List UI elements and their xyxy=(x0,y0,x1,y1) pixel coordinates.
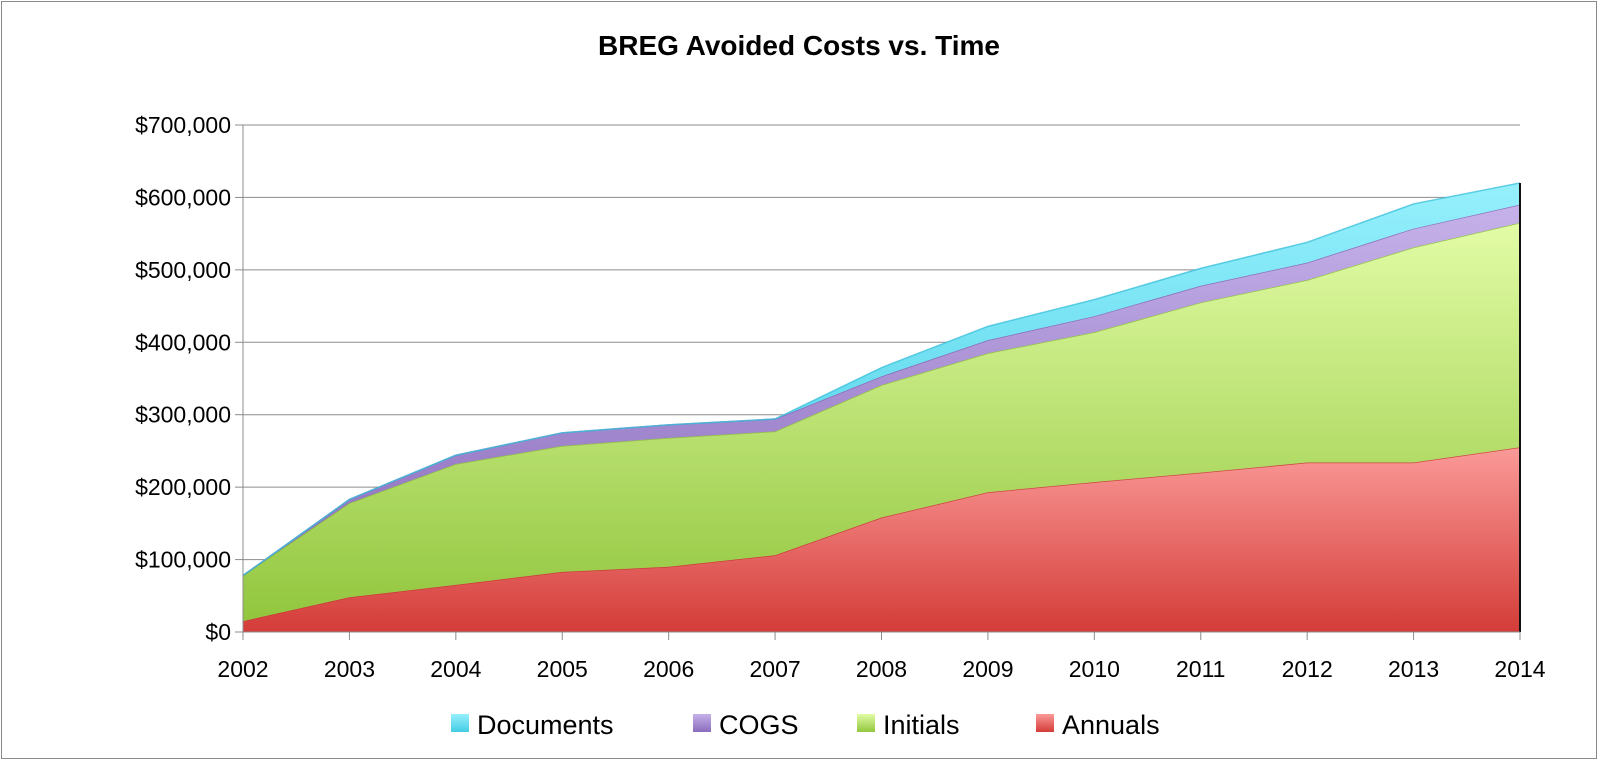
chart-title: BREG Avoided Costs vs. Time xyxy=(598,30,1000,61)
x-tick-label: 2014 xyxy=(1494,656,1545,682)
area-documents xyxy=(243,182,1520,576)
legend-label-initials: Initials xyxy=(883,710,960,740)
legend-label-annuals: Annuals xyxy=(1062,710,1160,740)
x-tick-label: 2005 xyxy=(537,656,588,682)
x-tick-label: 2004 xyxy=(430,656,481,682)
legend-label-cogs: COGS xyxy=(719,710,799,740)
y-tick-label: $700,000 xyxy=(135,112,231,138)
x-tick-label: 2011 xyxy=(1176,656,1225,682)
area-annuals xyxy=(243,447,1520,632)
area-series xyxy=(242,182,1521,632)
legend-swatch-cogs xyxy=(693,714,711,732)
x-tick-label: 2007 xyxy=(749,656,800,682)
y-tick-label: $200,000 xyxy=(135,474,231,500)
y-tick-label: $500,000 xyxy=(135,257,231,283)
legend-swatch-annuals xyxy=(1036,714,1054,732)
x-tick-label: 2006 xyxy=(643,656,694,682)
x-tick-label: 2013 xyxy=(1388,656,1439,682)
x-tick-label: 2002 xyxy=(217,656,268,682)
legend-item-documents: Documents xyxy=(451,710,614,740)
y-tick-label: $300,000 xyxy=(135,402,231,428)
legend-swatch-initials xyxy=(857,714,875,732)
x-tick-label: 2012 xyxy=(1282,656,1333,682)
x-tick-label: 2008 xyxy=(856,656,907,682)
area-initials xyxy=(243,222,1520,622)
y-tick-label: $600,000 xyxy=(135,184,231,210)
axes: $0 $100,000 $200,000 $300,000 $400,000 $500,0… xyxy=(135,112,1546,682)
legend-item-initials: Initials xyxy=(857,710,960,740)
x-tick-label: 2003 xyxy=(324,656,375,682)
y-tick-label: $0 xyxy=(205,619,231,645)
legend-item-annuals: Annuals xyxy=(1036,710,1160,740)
legend: Documents COGS Initials Annuals xyxy=(451,710,1160,740)
x-tick-label: 2010 xyxy=(1069,656,1120,682)
area-cogs xyxy=(243,204,1520,576)
legend-swatch-documents xyxy=(451,714,469,732)
x-tick-label: 2009 xyxy=(962,656,1013,682)
area-edge-documents xyxy=(242,182,1521,577)
legend-label-documents: Documents xyxy=(477,710,614,740)
y-tick-label: $100,000 xyxy=(135,547,231,573)
y-tick-label: $400,000 xyxy=(135,329,231,355)
legend-item-cogs: COGS xyxy=(693,710,799,740)
